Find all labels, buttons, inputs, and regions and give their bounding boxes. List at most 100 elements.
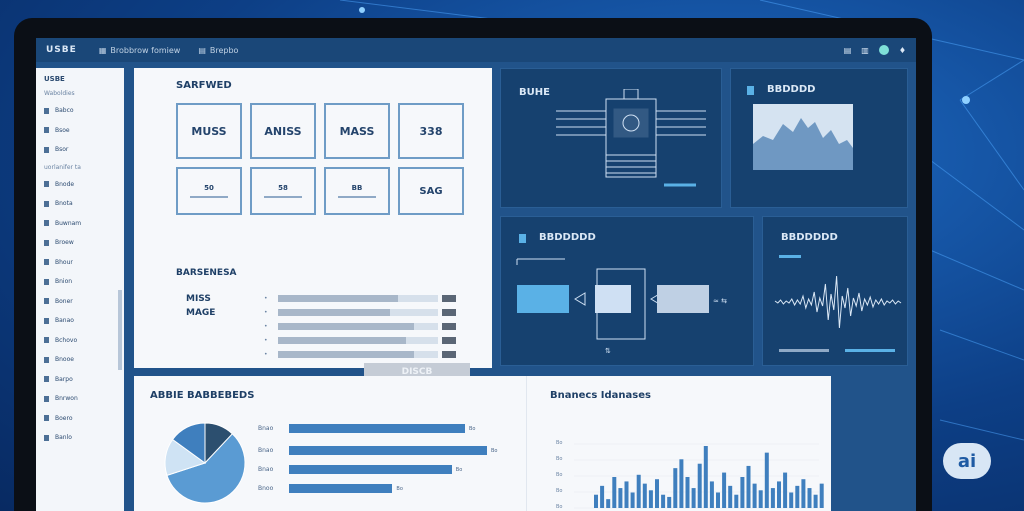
histogram-bar[interactable] [661,494,666,508]
sidebar-item[interactable]: Barpo [36,370,124,390]
sidebar-item[interactable]: Bhour [36,253,124,273]
user-icon[interactable]: ♦ [898,45,906,55]
histogram-bar[interactable] [673,468,678,508]
histogram-bar[interactable] [624,481,629,508]
histogram-bar[interactable] [703,446,708,508]
document-icon: ▤ [198,45,206,55]
sidebar-item[interactable]: Bnrwon [36,389,124,409]
kpi-card-small[interactable]: BB [324,167,390,215]
flow-node-core[interactable] [595,285,631,313]
flow-node-output[interactable] [657,285,709,313]
doc-icon [44,415,49,422]
doc-icon [44,395,49,402]
apps-icon[interactable]: ▥ [861,45,869,55]
meter-handle[interactable] [442,308,456,316]
sidebar-item[interactable]: Bnooe [36,350,124,370]
bar[interactable] [289,424,465,433]
histogram-bar[interactable] [630,492,635,509]
meter-handle[interactable] [442,294,456,302]
sidebar-item[interactable]: Boero [36,409,124,429]
sidebar-item[interactable]: Bsoe [36,121,124,141]
histogram-bar[interactable] [691,488,696,508]
bar[interactable] [289,465,452,474]
doc-icon [44,298,49,305]
histogram-bar[interactable] [636,474,641,508]
sidebar-item[interactable]: Babco [36,101,124,121]
sidebar-item[interactable]: Buwnam [36,214,124,234]
menu-item-2[interactable]: ▤ Brepbo [198,45,239,55]
meter-handle[interactable] [442,350,456,358]
histogram-bar[interactable] [679,459,684,508]
kpi-card[interactable]: MASS [324,103,390,159]
histogram-bar[interactable] [722,472,727,508]
sidebar-item[interactable]: Bnion [36,272,124,292]
bar[interactable] [289,446,487,455]
kpi-card-small[interactable]: 50 [176,167,242,215]
histogram-bar[interactable] [746,465,751,508]
meter-fill [278,336,406,344]
flow-panel: BBDDDDD ≈ ⇆ ⇅ [500,216,754,366]
wave-panel-title: BBDDDDD [781,232,838,243]
histogram-bar[interactable] [600,485,605,508]
histogram-bar[interactable] [770,488,775,508]
histogram-bar[interactable] [813,494,818,508]
histogram-y-tick: Bo [556,440,563,446]
sidebar-scrollbar[interactable] [118,290,122,370]
histogram-bar[interactable] [716,492,720,509]
flow-node-input[interactable] [517,285,569,313]
histogram-bar[interactable] [612,477,617,508]
histogram-bar[interactable] [594,494,598,508]
sidebar-item[interactable]: Banao [36,311,124,331]
settings-icon[interactable]: ▤ [843,45,852,55]
pie-slice[interactable] [166,433,246,504]
histogram-bar[interactable] [606,499,611,508]
sidebar-item[interactable]: Bchovo [36,331,124,351]
histogram-bar[interactable] [648,490,653,508]
histogram-bar[interactable] [697,463,702,508]
kpi-card-small[interactable]: 58 [250,167,316,215]
sidebar-item[interactable]: Broew [36,233,124,253]
sidebar-item[interactable]: Bsor [36,140,124,160]
histogram-chart: Bo Bo Bo Bo Bo [556,440,824,510]
histogram-bar[interactable] [685,477,690,508]
histogram-bar[interactable] [764,452,769,508]
pie-slice[interactable] [171,422,206,464]
sidebar-item[interactable]: Banlo [36,428,124,448]
histogram-bar[interactable] [618,488,623,508]
sidebar-item[interactable]: Bnota [36,194,124,214]
status-indicator-icon [878,45,889,55]
sidebar-item[interactable]: Bnode [36,175,124,195]
kpi-card-small[interactable]: SAG [398,167,464,215]
meter-handle[interactable] [442,322,456,330]
doc-icon [44,220,49,227]
histogram-bar[interactable] [734,494,739,508]
histogram-bar[interactable] [789,492,794,509]
kpi-card[interactable]: MUSS [176,103,242,159]
meter-bullet: • [264,294,268,302]
meter-handle[interactable] [442,336,456,344]
histogram-bar[interactable] [728,485,733,508]
histogram-bar[interactable] [642,483,647,508]
sidebar-item[interactable]: Boner [36,292,124,312]
analytics-left-title: ABBIE BABBEBEDS [150,390,255,401]
histogram-bar[interactable] [709,481,714,508]
kpi-card[interactable]: 338 [398,103,464,159]
histogram-bar[interactable] [819,483,824,508]
histogram-bar[interactable] [783,472,788,508]
meter-row: • [264,308,456,316]
histogram-bar[interactable] [752,483,757,508]
histogram-bar[interactable] [655,479,659,508]
histogram-bar[interactable] [758,490,763,508]
meter-row: • [264,322,456,330]
bar[interactable] [289,484,393,493]
histogram-bar[interactable] [740,477,745,508]
histogram-bar[interactable] [777,481,781,508]
histogram-bar[interactable] [801,479,806,508]
histogram-bar[interactable] [807,488,812,508]
kpi-card[interactable]: ANISS [250,103,316,159]
histogram-bar[interactable] [667,496,672,508]
histogram-y-tick: Bo [556,488,563,494]
menu-item-1[interactable]: ▦ Brobbrow fomiew [98,45,181,55]
histogram-bar[interactable] [795,485,800,508]
panel-divider [526,376,527,511]
